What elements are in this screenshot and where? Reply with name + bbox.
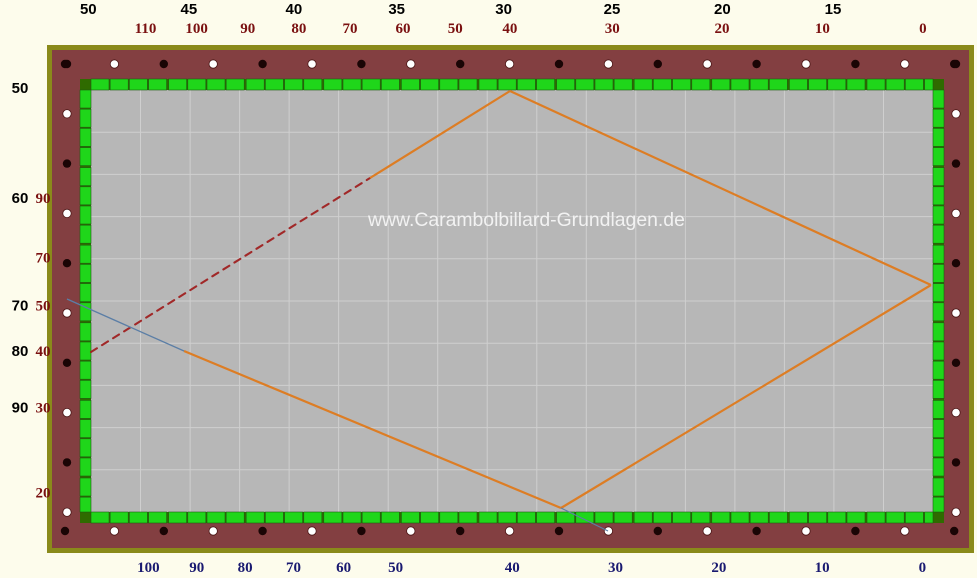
svg-text:70: 70 bbox=[343, 21, 358, 37]
svg-text:80: 80 bbox=[291, 21, 306, 37]
svg-text:30: 30 bbox=[36, 401, 51, 417]
svg-text:100: 100 bbox=[185, 21, 208, 37]
svg-text:20: 20 bbox=[36, 485, 51, 501]
svg-text:40: 40 bbox=[505, 560, 520, 576]
svg-text:90: 90 bbox=[12, 400, 29, 417]
svg-text:40: 40 bbox=[36, 344, 51, 360]
svg-text:110: 110 bbox=[135, 21, 157, 37]
svg-text:60: 60 bbox=[336, 560, 351, 576]
svg-text:80: 80 bbox=[238, 560, 253, 576]
svg-text:10: 10 bbox=[815, 21, 830, 37]
svg-text:50: 50 bbox=[12, 80, 29, 97]
svg-text:www.Carambolbillard-Grundlagen: www.Carambolbillard-Grundlagen.de bbox=[367, 209, 685, 231]
svg-text:40: 40 bbox=[286, 1, 303, 18]
svg-text:50: 50 bbox=[448, 21, 463, 37]
svg-text:60: 60 bbox=[396, 21, 411, 37]
svg-text:0: 0 bbox=[919, 560, 927, 576]
svg-text:45: 45 bbox=[181, 1, 198, 18]
svg-text:50: 50 bbox=[36, 298, 51, 314]
svg-text:20: 20 bbox=[714, 1, 731, 18]
svg-text:70: 70 bbox=[286, 560, 301, 576]
svg-text:60: 60 bbox=[12, 190, 29, 207]
svg-text:80: 80 bbox=[12, 343, 29, 360]
svg-text:0: 0 bbox=[919, 21, 927, 37]
svg-text:25: 25 bbox=[604, 1, 621, 18]
svg-text:50: 50 bbox=[388, 560, 403, 576]
svg-text:15: 15 bbox=[825, 1, 842, 18]
svg-text:30: 30 bbox=[495, 1, 512, 18]
svg-text:20: 20 bbox=[715, 21, 730, 37]
svg-text:100: 100 bbox=[137, 560, 160, 576]
svg-text:40: 40 bbox=[502, 21, 517, 37]
svg-text:20: 20 bbox=[711, 560, 726, 576]
svg-text:30: 30 bbox=[608, 560, 623, 576]
svg-text:10: 10 bbox=[815, 560, 830, 576]
svg-text:35: 35 bbox=[388, 1, 405, 18]
svg-text:90: 90 bbox=[240, 21, 255, 37]
svg-text:50: 50 bbox=[80, 1, 97, 18]
svg-text:90: 90 bbox=[189, 560, 204, 576]
svg-text:90: 90 bbox=[36, 191, 51, 207]
svg-text:70: 70 bbox=[36, 251, 51, 267]
svg-text:30: 30 bbox=[605, 21, 620, 37]
svg-text:70: 70 bbox=[12, 297, 29, 314]
